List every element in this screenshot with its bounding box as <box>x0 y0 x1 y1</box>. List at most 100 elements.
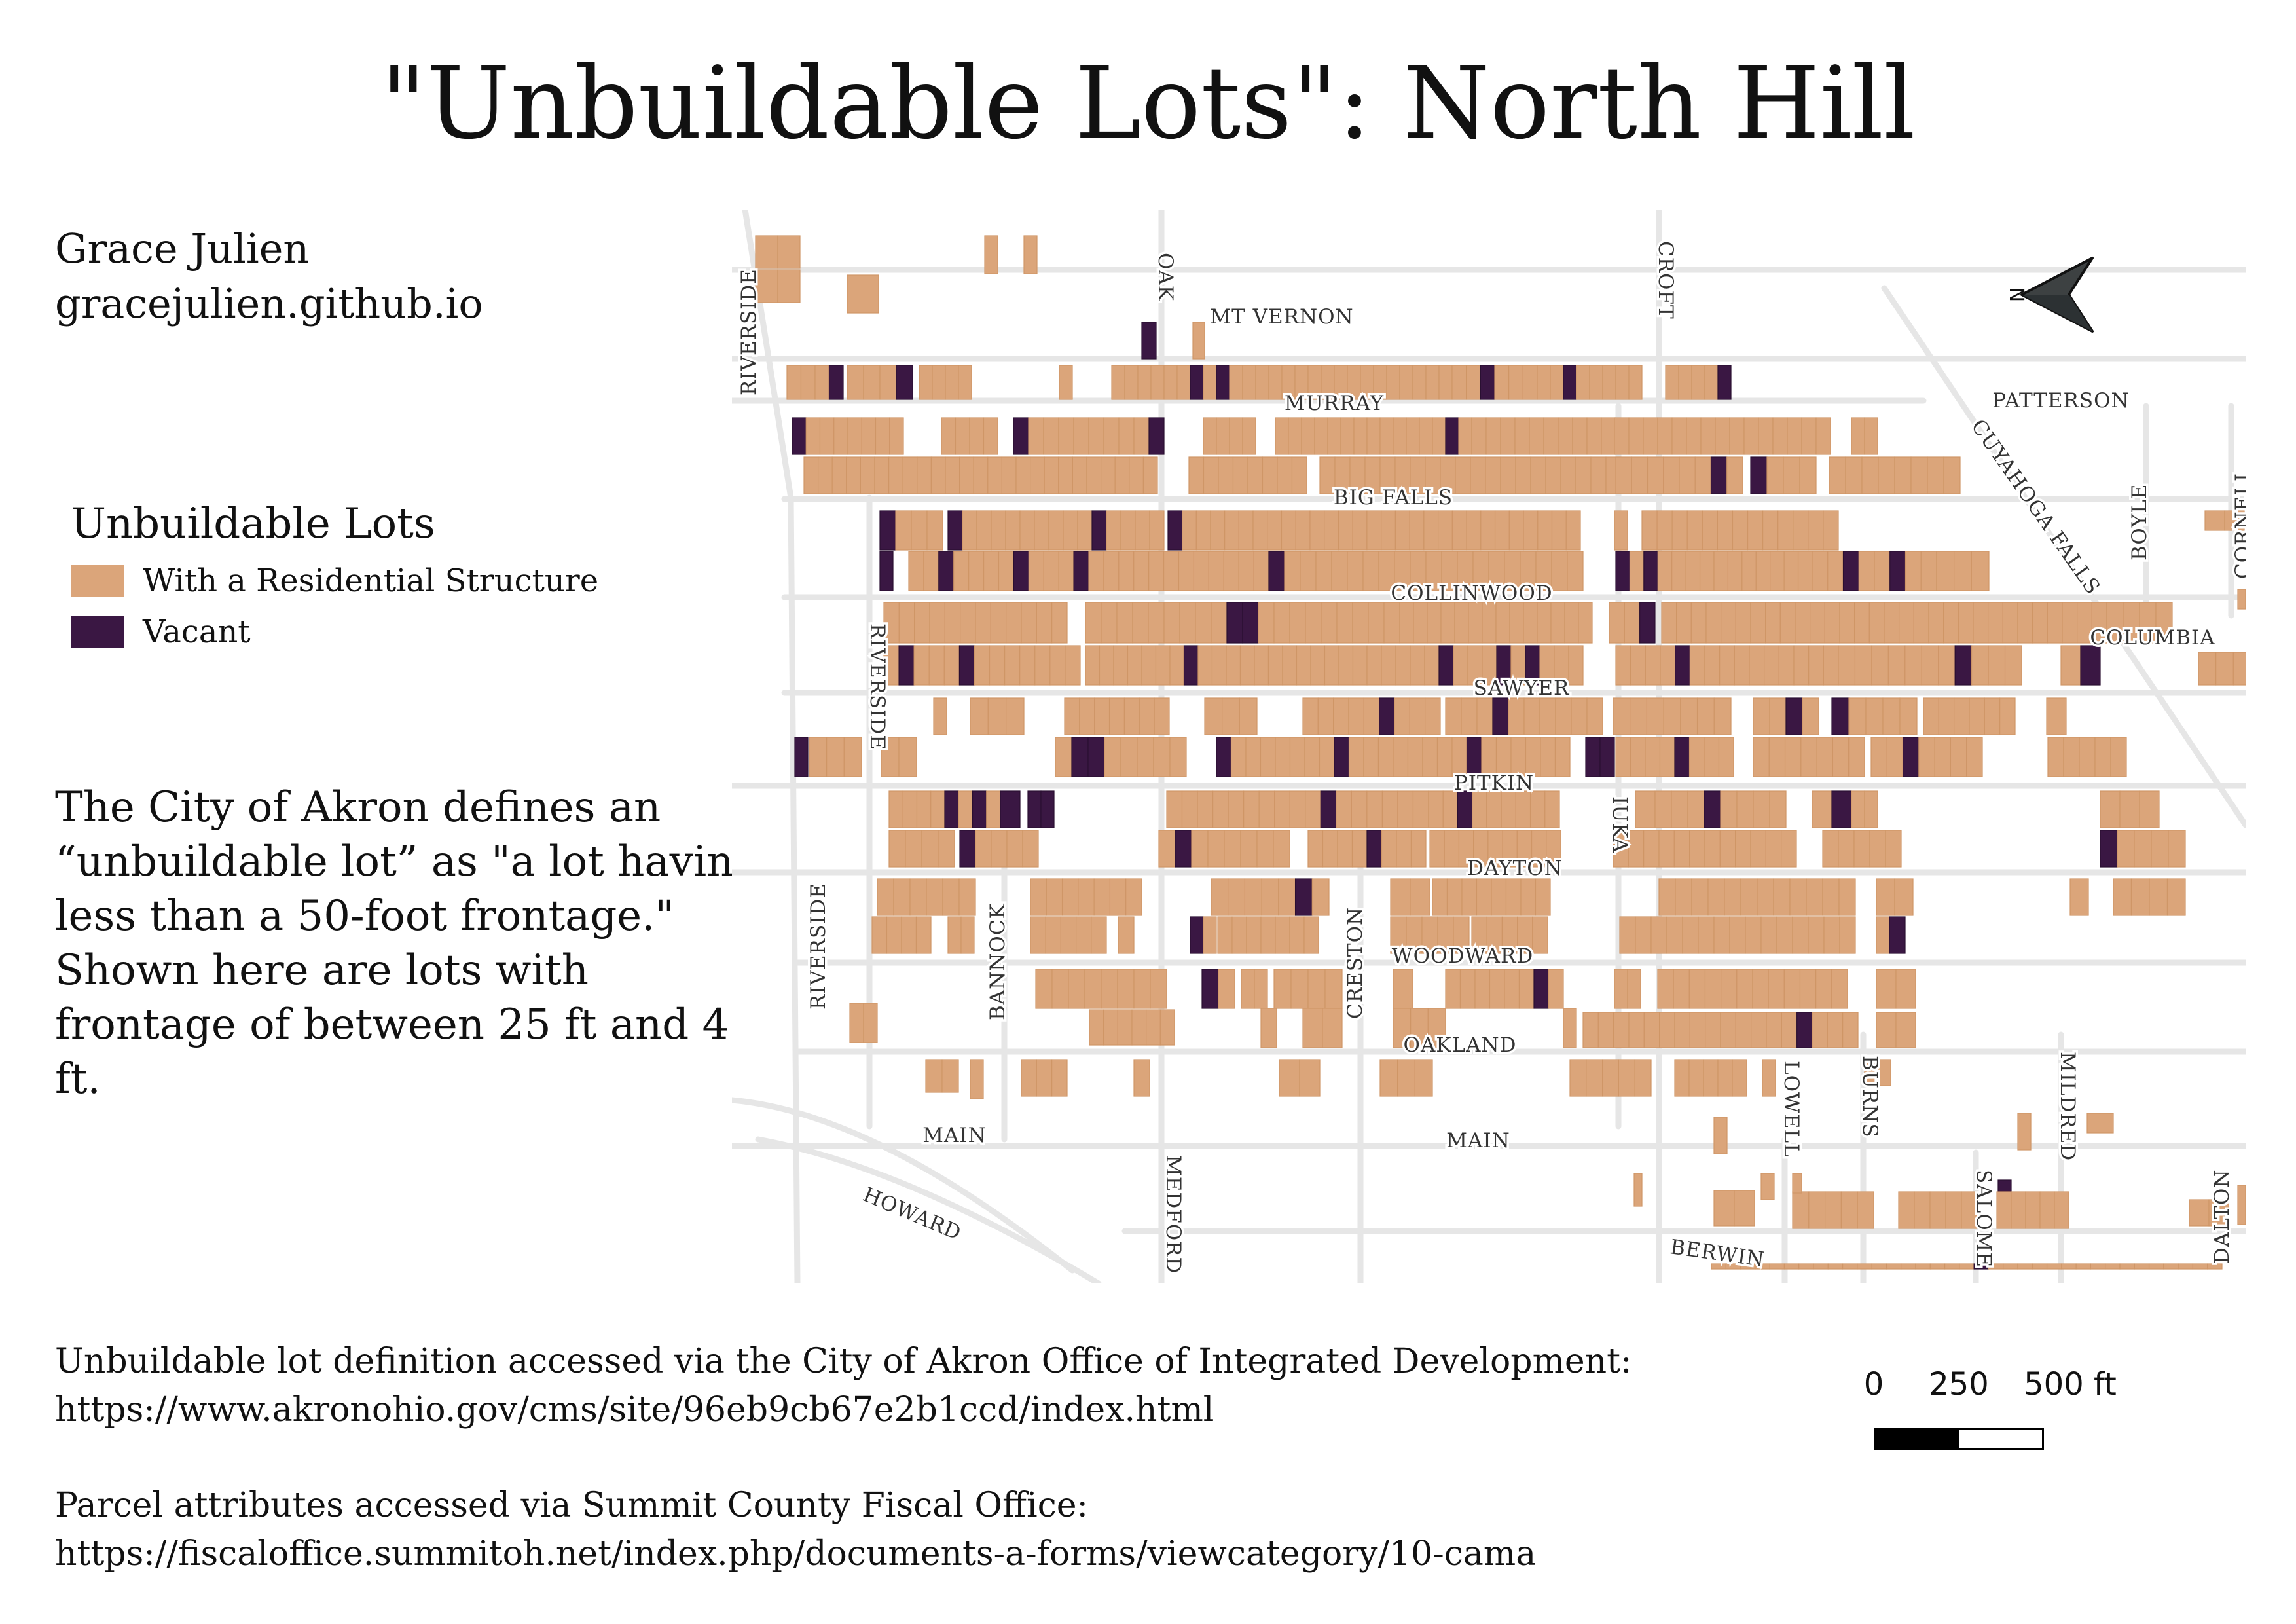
residential-lot <box>1163 365 1178 400</box>
vacant-lot <box>879 510 896 551</box>
residential-lot <box>1366 417 1381 455</box>
residential-lot <box>1307 969 1326 1009</box>
residential-lot <box>944 602 961 644</box>
residential-lot <box>1838 830 1855 868</box>
residential-lot <box>930 790 945 828</box>
residential-lot <box>1671 790 1688 828</box>
residential-lot <box>1525 737 1541 777</box>
residential-lot <box>2061 1263 2077 1270</box>
residential-lot <box>1560 456 1576 494</box>
residential-lot <box>1551 510 1567 551</box>
residential-lot <box>1869 830 1886 868</box>
residential-lot <box>1035 969 1053 1009</box>
residential-lot <box>1347 551 1364 591</box>
residential-lot <box>1245 737 1262 777</box>
residential-lot <box>1093 878 1111 916</box>
residential-lot <box>1129 456 1144 494</box>
residential-lot <box>1310 645 1326 686</box>
residential-lot <box>914 602 930 644</box>
residential-lot <box>893 878 911 916</box>
residential-lot <box>1407 737 1423 777</box>
residential-lot <box>1141 645 1157 686</box>
residential-lot <box>1322 830 1338 868</box>
residential-lot <box>1676 602 1692 644</box>
residential-lot <box>1481 737 1497 777</box>
residential-lot <box>2069 878 2089 916</box>
residential-lot <box>1242 365 1256 400</box>
residential-lot <box>2032 1263 2048 1270</box>
residential-lot <box>2094 737 2111 777</box>
residential-lot <box>1163 551 1180 591</box>
residential-lot <box>2224 510 2245 531</box>
street-label-burns: BURNS <box>1858 1056 1882 1138</box>
residential-lot <box>1212 790 1229 828</box>
scale-bar-labels: 0 250 500 ft <box>1858 1366 2120 1412</box>
residential-lot <box>1838 878 1856 916</box>
residential-lot <box>1827 1263 1844 1270</box>
residential-lot <box>1659 737 1675 777</box>
residential-lot <box>1051 602 1068 644</box>
vacant-lot <box>1013 417 1029 455</box>
residential-lot <box>1001 456 1017 494</box>
residential-lot <box>1564 602 1579 644</box>
residential-lot <box>809 737 828 777</box>
residential-lot <box>1741 551 1757 591</box>
residential-lot <box>1654 790 1672 828</box>
residential-lot <box>913 645 930 686</box>
residential-lot <box>1279 1059 1300 1097</box>
residential-lot <box>1665 365 1679 400</box>
residential-lot <box>888 790 903 828</box>
residential-lot <box>898 602 915 644</box>
residential-lot <box>1568 645 1584 686</box>
residential-lot <box>1218 969 1235 1009</box>
vacant-lot <box>1902 737 1920 777</box>
residential-lot <box>1910 456 1928 494</box>
residential-lot <box>1586 697 1603 735</box>
residential-lot <box>2017 602 2033 644</box>
residential-lot <box>1296 645 1311 686</box>
legend: Unbuildable Lots With a Residential Stru… <box>71 498 598 657</box>
residential-lot <box>1698 916 1715 954</box>
vacant-lot <box>1710 456 1728 494</box>
residential-lot <box>1572 417 1588 455</box>
residential-lot <box>1474 969 1491 1009</box>
residential-lot <box>777 269 801 303</box>
vacant-lot <box>1889 916 1906 954</box>
residential-lot <box>1674 1012 1690 1048</box>
residential-lot <box>1100 456 1116 494</box>
residential-lot <box>1079 697 1095 735</box>
residential-lot <box>1118 916 1135 954</box>
vacant-lot <box>1639 602 1656 644</box>
residential-lot <box>1273 969 1292 1009</box>
residential-lot <box>1348 697 1364 735</box>
residential-lot <box>1894 456 1912 494</box>
residential-lot <box>1613 1012 1630 1048</box>
author-website: gracejulien.github.io <box>55 280 483 327</box>
residential-lot <box>1548 969 1564 1009</box>
street-label-riverside-south: RIVERSIDE <box>807 883 830 1010</box>
residential-lot <box>1103 417 1120 455</box>
residential-lot <box>1705 602 1722 644</box>
residential-lot <box>1671 417 1687 455</box>
residential-lot <box>1239 697 1258 735</box>
scale-bar-black <box>1876 1430 1959 1448</box>
residential-lot <box>1500 417 1516 455</box>
residential-lot <box>1757 878 1774 916</box>
residential-lot <box>1284 551 1301 591</box>
residential-lot <box>1379 1059 1398 1097</box>
street-label-collinwood: COLLINWOOD <box>1391 581 1552 605</box>
residential-lot <box>1918 737 1935 777</box>
residential-lot <box>1188 456 1205 494</box>
vacant-lot <box>1457 790 1473 828</box>
residential-lot <box>1381 510 1396 551</box>
residential-lot <box>1812 1012 1828 1048</box>
residential-lot <box>1776 916 1793 954</box>
residential-lot <box>1495 602 1510 644</box>
residential-lot <box>1663 697 1681 735</box>
residential-lot <box>958 878 976 916</box>
residential-lot <box>871 916 888 954</box>
residential-lot <box>1208 551 1224 591</box>
vacant-swatch <box>71 616 124 648</box>
residential-lot <box>1078 878 1095 916</box>
residential-lot <box>1914 1191 1931 1229</box>
